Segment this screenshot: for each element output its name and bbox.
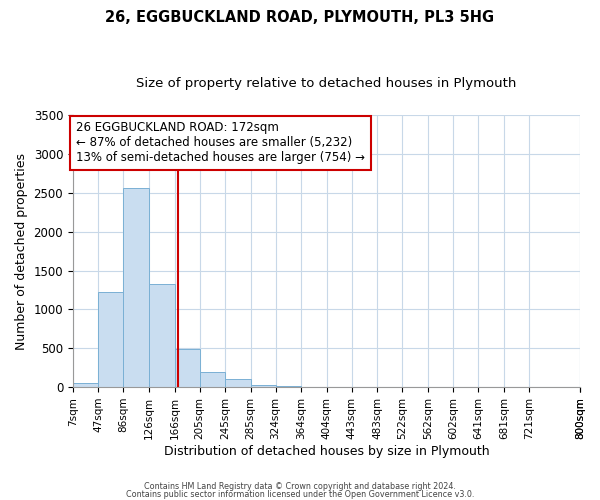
Text: Contains public sector information licensed under the Open Government Licence v3: Contains public sector information licen… (126, 490, 474, 499)
Text: 26 EGGBUCKLAND ROAD: 172sqm
← 87% of detached houses are smaller (5,232)
13% of : 26 EGGBUCKLAND ROAD: 172sqm ← 87% of det… (76, 122, 365, 164)
Text: 26, EGGBUCKLAND ROAD, PLYMOUTH, PL3 5HG: 26, EGGBUCKLAND ROAD, PLYMOUTH, PL3 5HG (106, 10, 494, 25)
Bar (275, 386, 301, 387)
Bar (225, 380, 251, 387)
Bar (73, 383, 98, 387)
Bar (200, 372, 225, 387)
Bar (175, 349, 200, 387)
Y-axis label: Number of detached properties: Number of detached properties (15, 152, 28, 350)
Title: Size of property relative to detached houses in Plymouth: Size of property relative to detached ho… (136, 78, 517, 90)
Text: Contains HM Land Registry data © Crown copyright and database right 2024.: Contains HM Land Registry data © Crown c… (144, 482, 456, 491)
Bar (98, 292, 124, 387)
Bar (149, 284, 175, 387)
Bar (124, 188, 149, 387)
Bar (251, 385, 275, 387)
X-axis label: Distribution of detached houses by size in Plymouth: Distribution of detached houses by size … (164, 444, 489, 458)
